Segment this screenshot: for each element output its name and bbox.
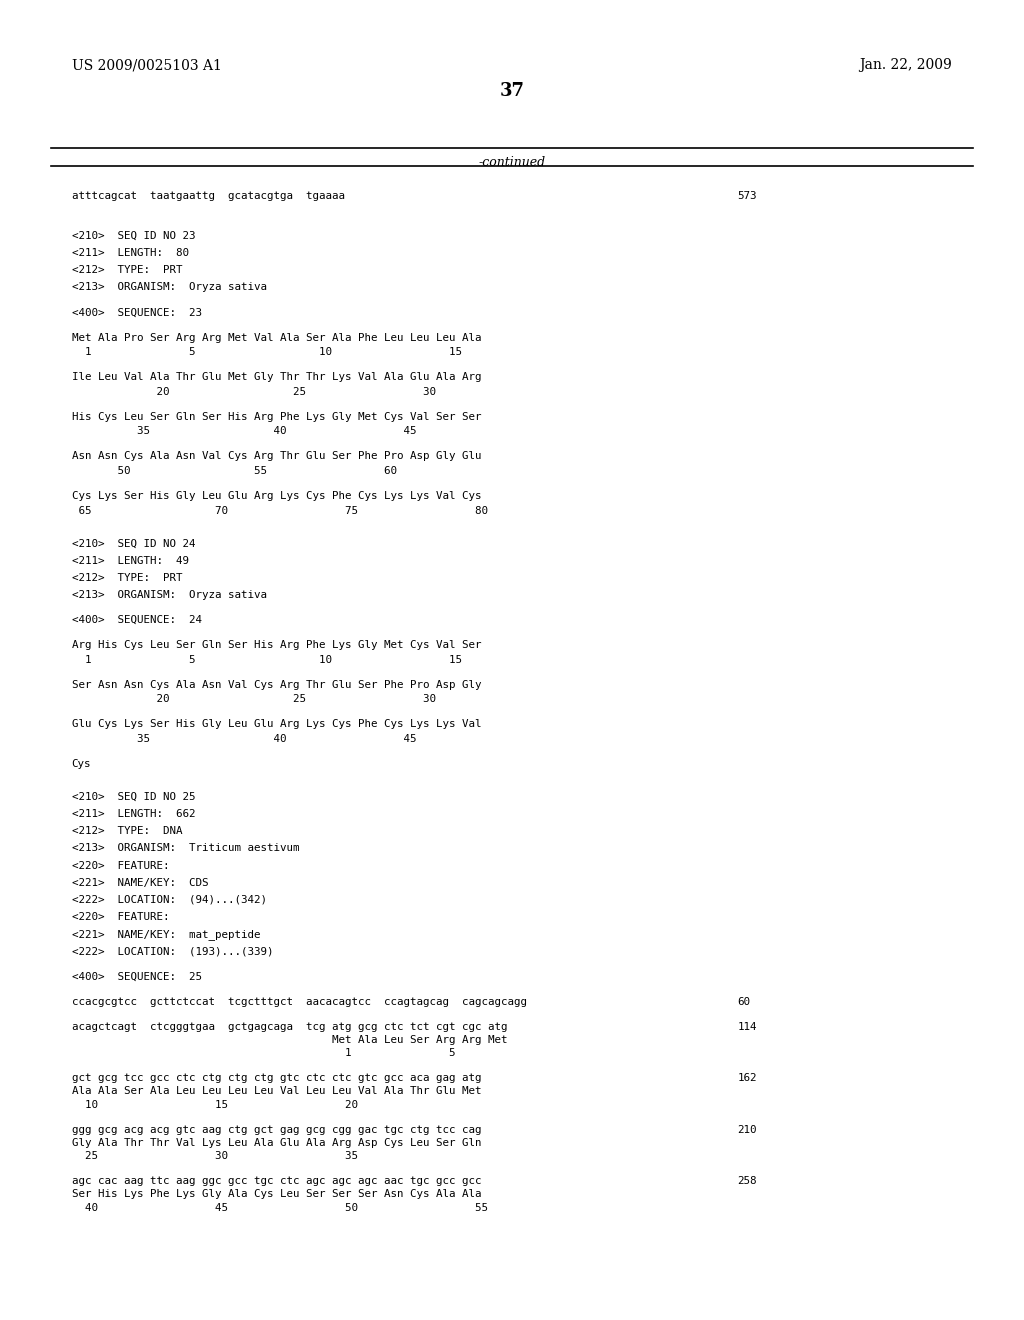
- Text: 10                  15                  20: 10 15 20: [72, 1100, 357, 1110]
- Text: <211>  LENGTH:  662: <211> LENGTH: 662: [72, 809, 196, 820]
- Text: Ala Ala Ser Ala Leu Leu Leu Leu Val Leu Leu Val Ala Thr Glu Met: Ala Ala Ser Ala Leu Leu Leu Leu Val Leu …: [72, 1086, 481, 1097]
- Text: 25                  30                  35: 25 30 35: [72, 1151, 357, 1162]
- Text: 210: 210: [737, 1125, 757, 1135]
- Text: <212>  TYPE:  PRT: <212> TYPE: PRT: [72, 265, 182, 276]
- Text: 1               5                   10                  15: 1 5 10 15: [72, 347, 462, 358]
- Text: <213>  ORGANISM:  Oryza sativa: <213> ORGANISM: Oryza sativa: [72, 282, 266, 293]
- Text: <221>  NAME/KEY:  mat_peptide: <221> NAME/KEY: mat_peptide: [72, 929, 260, 940]
- Text: Ser Asn Asn Cys Ala Asn Val Cys Arg Thr Glu Ser Phe Pro Asp Gly: Ser Asn Asn Cys Ala Asn Val Cys Arg Thr …: [72, 680, 481, 690]
- Text: Cys: Cys: [72, 759, 91, 770]
- Text: Met Ala Leu Ser Arg Arg Met: Met Ala Leu Ser Arg Arg Met: [72, 1035, 507, 1045]
- Text: <211>  LENGTH:  80: <211> LENGTH: 80: [72, 248, 188, 259]
- Text: 1               5                   10                  15: 1 5 10 15: [72, 655, 462, 665]
- Text: 20                   25                  30: 20 25 30: [72, 387, 435, 397]
- Text: atttcagcat  taatgaattg  gcatacgtga  tgaaaa: atttcagcat taatgaattg gcatacgtga tgaaaa: [72, 191, 345, 202]
- Text: <210>  SEQ ID NO 24: <210> SEQ ID NO 24: [72, 539, 196, 549]
- Text: Glu Cys Lys Ser His Gly Leu Glu Arg Lys Cys Phe Cys Lys Lys Val: Glu Cys Lys Ser His Gly Leu Glu Arg Lys …: [72, 719, 481, 730]
- Text: 50                   55                  60: 50 55 60: [72, 466, 396, 477]
- Text: 60: 60: [737, 997, 751, 1007]
- Text: Gly Ala Thr Thr Val Lys Leu Ala Glu Ala Arg Asp Cys Leu Ser Gln: Gly Ala Thr Thr Val Lys Leu Ala Glu Ala …: [72, 1138, 481, 1148]
- Text: <211>  LENGTH:  49: <211> LENGTH: 49: [72, 556, 188, 566]
- Text: 573: 573: [737, 191, 757, 202]
- Text: <212>  TYPE:  PRT: <212> TYPE: PRT: [72, 573, 182, 583]
- Text: His Cys Leu Ser Gln Ser His Arg Phe Lys Gly Met Cys Val Ser Ser: His Cys Leu Ser Gln Ser His Arg Phe Lys …: [72, 412, 481, 422]
- Text: 40                  45                  50                  55: 40 45 50 55: [72, 1203, 487, 1213]
- Text: <212>  TYPE:  DNA: <212> TYPE: DNA: [72, 826, 182, 837]
- Text: -continued: -continued: [478, 156, 546, 169]
- Text: <220>  FEATURE:: <220> FEATURE:: [72, 861, 169, 871]
- Text: <213>  ORGANISM:  Oryza sativa: <213> ORGANISM: Oryza sativa: [72, 590, 266, 601]
- Text: <400>  SEQUENCE:  25: <400> SEQUENCE: 25: [72, 972, 202, 982]
- Text: <210>  SEQ ID NO 25: <210> SEQ ID NO 25: [72, 792, 196, 803]
- Text: 37: 37: [500, 82, 524, 100]
- Text: <400>  SEQUENCE:  23: <400> SEQUENCE: 23: [72, 308, 202, 318]
- Text: 20                   25                  30: 20 25 30: [72, 694, 435, 705]
- Text: <213>  ORGANISM:  Triticum aestivum: <213> ORGANISM: Triticum aestivum: [72, 843, 299, 854]
- Text: ccacgcgtcc  gcttctccat  tcgctttgct  aacacagtcc  ccagtagcag  cagcagcagg: ccacgcgtcc gcttctccat tcgctttgct aacacag…: [72, 997, 526, 1007]
- Text: 35                   40                  45: 35 40 45: [72, 734, 416, 744]
- Text: <210>  SEQ ID NO 23: <210> SEQ ID NO 23: [72, 231, 196, 242]
- Text: gct gcg tcc gcc ctc ctg ctg ctg gtc ctc ctc gtc gcc aca gag atg: gct gcg tcc gcc ctc ctg ctg ctg gtc ctc …: [72, 1073, 481, 1084]
- Text: 258: 258: [737, 1176, 757, 1187]
- Text: <220>  FEATURE:: <220> FEATURE:: [72, 912, 169, 923]
- Text: 65                   70                  75                  80: 65 70 75 80: [72, 506, 487, 516]
- Text: acagctcagt  ctcgggtgaa  gctgagcaga  tcg atg gcg ctc tct cgt cgc atg: acagctcagt ctcgggtgaa gctgagcaga tcg atg…: [72, 1022, 507, 1032]
- Text: <221>  NAME/KEY:  CDS: <221> NAME/KEY: CDS: [72, 878, 208, 888]
- Text: Asn Asn Cys Ala Asn Val Cys Arg Thr Glu Ser Phe Pro Asp Gly Glu: Asn Asn Cys Ala Asn Val Cys Arg Thr Glu …: [72, 451, 481, 462]
- Text: <222>  LOCATION:  (94)...(342): <222> LOCATION: (94)...(342): [72, 895, 266, 906]
- Text: Ser His Lys Phe Lys Gly Ala Cys Leu Ser Ser Ser Asn Cys Ala Ala: Ser His Lys Phe Lys Gly Ala Cys Leu Ser …: [72, 1189, 481, 1200]
- Text: agc cac aag ttc aag ggc gcc tgc ctc agc agc agc aac tgc gcc gcc: agc cac aag ttc aag ggc gcc tgc ctc agc …: [72, 1176, 481, 1187]
- Text: ggg gcg acg acg gtc aag ctg gct gag gcg cgg gac tgc ctg tcc cag: ggg gcg acg acg gtc aag ctg gct gag gcg …: [72, 1125, 481, 1135]
- Text: 1               5: 1 5: [72, 1048, 456, 1059]
- Text: 35                   40                  45: 35 40 45: [72, 426, 416, 437]
- Text: US 2009/0025103 A1: US 2009/0025103 A1: [72, 58, 221, 73]
- Text: 162: 162: [737, 1073, 757, 1084]
- Text: Jan. 22, 2009: Jan. 22, 2009: [859, 58, 952, 73]
- Text: Met Ala Pro Ser Arg Arg Met Val Ala Ser Ala Phe Leu Leu Leu Ala: Met Ala Pro Ser Arg Arg Met Val Ala Ser …: [72, 333, 481, 343]
- Text: Arg His Cys Leu Ser Gln Ser His Arg Phe Lys Gly Met Cys Val Ser: Arg His Cys Leu Ser Gln Ser His Arg Phe …: [72, 640, 481, 651]
- Text: <222>  LOCATION:  (193)...(339): <222> LOCATION: (193)...(339): [72, 946, 273, 957]
- Text: 114: 114: [737, 1022, 757, 1032]
- Text: Ile Leu Val Ala Thr Glu Met Gly Thr Thr Lys Val Ala Glu Ala Arg: Ile Leu Val Ala Thr Glu Met Gly Thr Thr …: [72, 372, 481, 383]
- Text: <400>  SEQUENCE:  24: <400> SEQUENCE: 24: [72, 615, 202, 626]
- Text: Cys Lys Ser His Gly Leu Glu Arg Lys Cys Phe Cys Lys Lys Val Cys: Cys Lys Ser His Gly Leu Glu Arg Lys Cys …: [72, 491, 481, 502]
